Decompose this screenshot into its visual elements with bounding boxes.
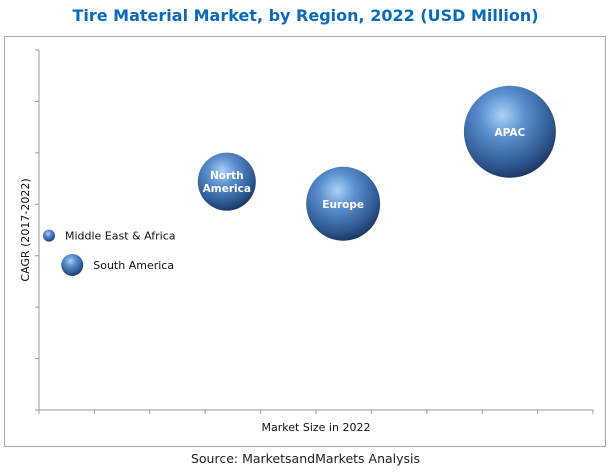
bubble-middle-east-africa — [42, 229, 55, 242]
bubble-label: APAC — [495, 127, 526, 139]
bubble-south-america — [61, 253, 84, 276]
bubble-label: South America — [93, 259, 174, 272]
bubble-north-america — [197, 152, 256, 211]
bubble-label: Middle East & Africa — [65, 230, 176, 243]
source-note: Source: MarketsandMarkets Analysis — [190, 451, 421, 466]
bubble-label: Europe — [322, 199, 364, 211]
bubble-apac — [463, 85, 556, 178]
plot-frame — [4, 36, 606, 447]
bubble-label: North America — [203, 170, 251, 195]
chart-title: Tire Material Market, by Region, 2022 (U… — [72, 6, 539, 25]
bubble-europe — [306, 166, 381, 241]
x-axis-label: Market Size in 2022 — [262, 421, 371, 434]
y-axis-label: CAGR (2017-2022) — [19, 178, 32, 281]
